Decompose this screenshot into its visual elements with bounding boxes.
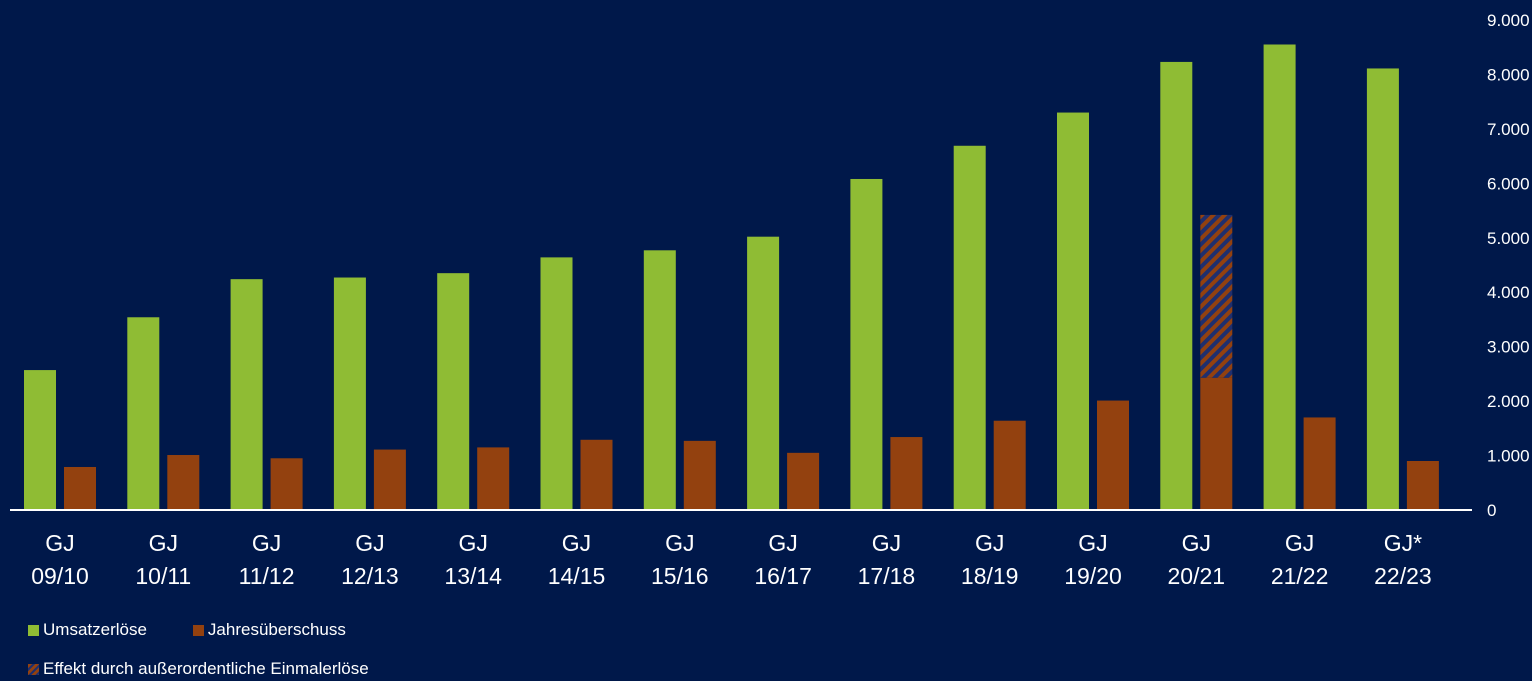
- x-category-label-1-line-1: 10/11: [135, 563, 191, 589]
- x-category-label-8-line-1: 17/18: [858, 563, 916, 589]
- bar-jahresueberschuss-3: [373, 449, 406, 510]
- x-category-label-13-line-0: GJ*: [1384, 530, 1422, 556]
- x-category-label-6-line-0: GJ: [665, 530, 694, 556]
- bar-umsatz-10: [1057, 112, 1089, 511]
- bar-umsatz-9: [953, 145, 986, 510]
- bar-umsatz-11: [1160, 61, 1193, 511]
- x-category-label-0-line-1: 09/10: [31, 563, 89, 589]
- bar-umsatz-4: [437, 273, 470, 510]
- x-category-label-2-line-1: 11/12: [239, 563, 295, 589]
- x-category-label-7-line-1: 16/17: [754, 563, 812, 589]
- bar-umsatz-6: [643, 250, 676, 511]
- legend-swatch-umsatz: [28, 624, 39, 636]
- legend-row-1: Umsatzerlöse Jahresüberschuss: [28, 620, 346, 640]
- bar-effekt-einmalerloese: [1200, 214, 1233, 378]
- bar-umsatz-3: [333, 277, 366, 510]
- bar-chart: 0 1.000 2.000 3.000 4.000 5.000 6.000 7.000 8.00…: [10, 11, 1530, 589]
- bar-jahresueberschuss-10: [1097, 400, 1129, 510]
- legend-item-effekt: Effekt durch außerordentliche Einmalerlö…: [28, 659, 369, 679]
- x-category-label-2-line-0: GJ: [252, 530, 281, 556]
- x-category-label-0-line-0: GJ: [45, 530, 74, 556]
- legend-swatch-effekt: [28, 663, 39, 675]
- bar-umsatz-13: [1366, 68, 1399, 510]
- y-tick-label-0: 0: [1487, 501, 1496, 520]
- y-tick-label-5: 5.000: [1487, 229, 1530, 248]
- bar-umsatz-2: [230, 279, 263, 510]
- x-category-label-7-line-0: GJ: [768, 530, 797, 556]
- legend-item-jahresueberschuss: Jahresüberschuss: [192, 620, 346, 640]
- y-tick-label-9: 9.000: [1487, 11, 1530, 30]
- bar-umsatz-5: [540, 257, 573, 510]
- x-category-label-3-line-0: GJ: [355, 530, 384, 556]
- bar-umsatz-8: [850, 178, 883, 510]
- bar-jahresueberschuss-1: [167, 455, 200, 510]
- bar-jahresueberschuss-0: [64, 466, 96, 510]
- bar-jahresueberschuss-5: [580, 439, 613, 510]
- y-tick-label-2: 2.000: [1487, 392, 1530, 411]
- x-category-label-5-line-1: 14/15: [548, 563, 606, 589]
- legend-swatch-jahresueberschuss: [192, 624, 204, 636]
- x-category-label-11-line-0: GJ: [1182, 530, 1211, 556]
- legend-label-jahresueberschuss: Jahresüberschuss: [207, 620, 346, 639]
- bar-umsatz-7: [747, 236, 780, 510]
- bar-jahresueberschuss-4: [477, 447, 510, 510]
- x-category-label-12-line-0: GJ: [1285, 530, 1314, 556]
- x-category-label-1-line-0: GJ: [149, 530, 178, 556]
- legend-row-2: Effekt durch außerordentliche Einmalerlö…: [28, 659, 369, 679]
- y-tick-label-4: 4.000: [1487, 283, 1530, 302]
- legend-label-umsatz: Umsatzerlöse: [43, 620, 147, 639]
- bar-jahresueberschuss-12: [1303, 417, 1336, 510]
- x-category-label-4-line-1: 13/14: [444, 563, 502, 589]
- bar-jahresueberschuss-9: [993, 420, 1026, 510]
- x-category-label-9-line-0: GJ: [975, 530, 1004, 556]
- legend-label-effekt: Effekt durch außerordentliche Einmalerlö…: [43, 659, 369, 678]
- y-tick-label-8: 8.000: [1487, 65, 1530, 84]
- x-category-label-5-line-0: GJ: [562, 530, 591, 556]
- bar-jahresueberschuss-8: [890, 437, 923, 510]
- bar-umsatz-1: [127, 317, 160, 510]
- y-tick-label-3: 3.000: [1487, 338, 1530, 357]
- legend-item-umsatz: Umsatzerlöse: [28, 620, 147, 640]
- y-tick-label-7: 7.000: [1487, 120, 1530, 139]
- x-category-label-6-line-1: 15/16: [651, 563, 709, 589]
- x-category-label-10-line-0: GJ: [1078, 530, 1107, 556]
- bar-jahresueberschuss-7: [787, 452, 820, 510]
- x-category-label-11-line-1: 20/21: [1168, 563, 1226, 589]
- bar-jahresueberschuss-6: [683, 440, 716, 510]
- bar-umsatz-12: [1263, 44, 1296, 510]
- x-category-label-8-line-0: GJ: [872, 530, 901, 556]
- y-tick-label-6: 6.000: [1487, 174, 1530, 193]
- bar-umsatz-0: [24, 370, 56, 510]
- x-category-label-10-line-1: 19/20: [1064, 563, 1122, 589]
- bar-jahresueberschuss-11: [1200, 377, 1233, 510]
- x-category-label-3-line-1: 12/13: [341, 563, 399, 589]
- x-category-label-13-line-1: 22/23: [1374, 563, 1432, 589]
- bar-jahresueberschuss-2: [270, 458, 303, 510]
- x-category-label-12-line-1: 21/22: [1271, 563, 1329, 589]
- x-category-label-9-line-1: 18/19: [961, 563, 1019, 589]
- bar-jahresueberschuss-13: [1406, 461, 1439, 510]
- y-tick-label-1: 1.000: [1487, 447, 1530, 466]
- x-category-label-4-line-0: GJ: [459, 530, 488, 556]
